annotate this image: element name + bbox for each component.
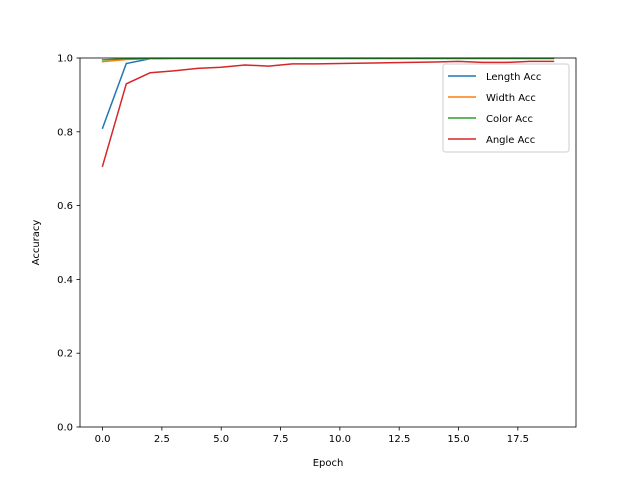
legend: Length Acc Width Acc Color Acc Angle Acc — [442, 63, 570, 153]
legend-box — [442, 63, 570, 153]
y-tick-label: 0.2 — [57, 349, 73, 360]
x-tick-label: 12.5 — [388, 434, 410, 445]
legend-label: Width Acc — [486, 93, 536, 104]
series-line-angle-acc — [101, 60, 555, 168]
legend-label: Length Acc — [486, 72, 541, 83]
x-tick-label: 17.5 — [507, 434, 529, 445]
y-tick-label: 0.0 — [57, 423, 73, 434]
y-tick-label: 1.0 — [57, 54, 73, 65]
y-tick-label: 0.6 — [57, 201, 73, 212]
x-tick-label: 7.5 — [273, 434, 289, 445]
x-tick-label: 0.0 — [95, 434, 111, 445]
y-axis: 0.0 0.2 0.4 0.6 0.8 1.0 — [57, 54, 80, 434]
x-axis: 0.0 2.5 5.0 7.5 10.0 12.5 15.0 17.5 — [95, 427, 529, 445]
y-tick-label: 0.4 — [57, 275, 73, 286]
x-axis-label: Epoch — [313, 458, 344, 469]
legend-label: Angle Acc — [486, 135, 535, 146]
x-tick-label: 5.0 — [213, 434, 229, 445]
plot-area — [79, 57, 577, 428]
x-tick-label: 10.0 — [329, 434, 351, 445]
y-axis-label: Accuracy — [31, 220, 42, 266]
x-tick-label: 2.5 — [154, 434, 170, 445]
legend-label: Color Acc — [486, 114, 533, 125]
axes-frame — [79, 57, 577, 428]
y-tick-label: 0.8 — [57, 127, 73, 138]
x-tick-label: 15.0 — [447, 434, 469, 445]
